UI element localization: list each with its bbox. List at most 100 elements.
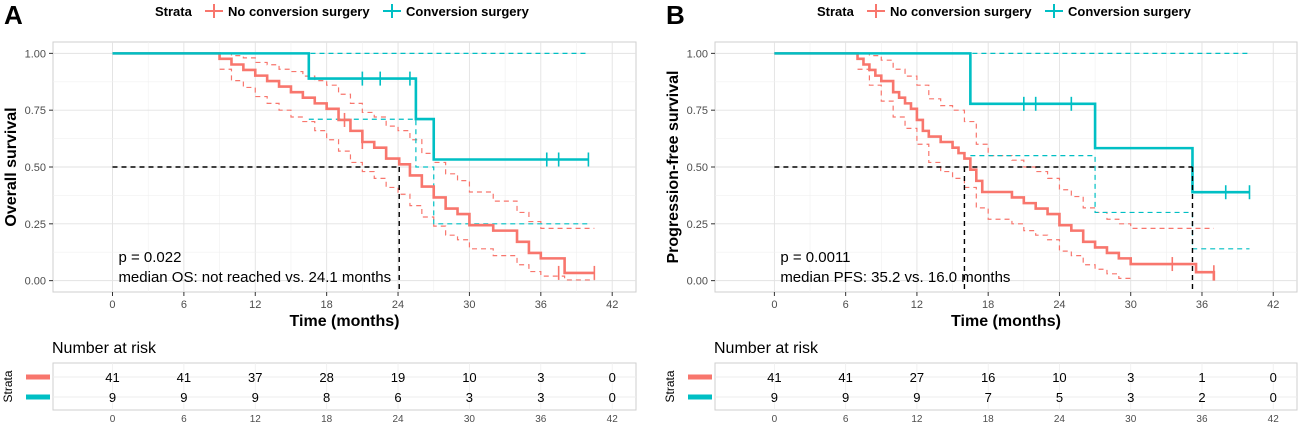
panel-b-y-tick-label: 0.75	[687, 105, 708, 117]
panel-a-risk-table-x-tick: 0	[110, 414, 116, 424]
panel-a-risk-table-count: 3	[537, 390, 544, 405]
panel-b-risk-table-count: 16	[981, 370, 995, 385]
panel-b-risk-table-count: 0	[1270, 390, 1277, 405]
panel-a-x-tick-label: 30	[463, 299, 475, 311]
panel-a-x-tick-label: 18	[321, 299, 333, 311]
panel-b-x-tick-label: 30	[1125, 299, 1137, 311]
panel-b-label: B	[666, 0, 685, 30]
panel-b-x-axis-title: Time (months)	[951, 313, 1061, 330]
panel-a-risk-table-x-tick: 30	[464, 414, 476, 424]
panel-a-risk-table-count: 41	[177, 370, 191, 385]
panel-a-risk-table-count: 9	[180, 390, 187, 405]
panel-b-risk-table-x-tick: 30	[1125, 414, 1137, 424]
panel-a-risk-table-x-tick: 6	[181, 414, 187, 424]
panel-a-x-tick-label: 42	[606, 299, 618, 311]
panel-b-risk-table-x-tick: 6	[843, 414, 849, 424]
panel-b-risk-table-count: 9	[771, 390, 778, 405]
panel-a-x-tick-label: 24	[392, 299, 404, 311]
panel-b-risk-table-count: 9	[913, 390, 920, 405]
panel-b-legend-entry: No conversion surgery	[890, 4, 1032, 19]
panel-a-risk-table-count: 6	[394, 390, 401, 405]
panel-a-risk-table-count: 8	[323, 390, 330, 405]
panel-a-risk-table-count: 41	[105, 370, 119, 385]
panel-b-y-tick-label: 0.00	[687, 276, 708, 288]
panel-b-risk-table-panel	[714, 362, 1298, 411]
panel-a-y-tick-label: 0.00	[25, 276, 46, 288]
panel-b-x-tick-label: 42	[1267, 299, 1279, 311]
panel-a-risk-table-count: 3	[466, 390, 473, 405]
panel-b-p-value: p = 0.0011	[780, 249, 850, 266]
panel-b-y-tick-label: 0.25	[687, 219, 708, 231]
panel-b-risk-table-count: 1	[1198, 370, 1205, 385]
panel-b-risk-table-count: 3	[1127, 390, 1134, 405]
panel-a-legend-entry: Conversion surgery	[406, 4, 530, 19]
panel-a-risk-table-count: 9	[252, 390, 259, 405]
panel-b-risk-table-count: 10	[1052, 370, 1066, 385]
panel-a-risk-table-x-tick: 18	[321, 414, 333, 424]
panel-b-risk-table-count: 3	[1127, 370, 1134, 385]
panel-b-risk-table-x-tick: 42	[1268, 414, 1280, 424]
panel-a-risk-table-count: 37	[248, 370, 262, 385]
panel-b-no-conversion-survival-curve	[774, 52, 1216, 281]
panel-b-x-tick-label: 6	[843, 299, 849, 311]
panel-a-label: A	[4, 0, 23, 30]
panel-a-no-conversion-ci-upper	[219, 52, 595, 229]
panel-b-y-axis-title: Progression-free survival	[665, 71, 682, 264]
panel-b-legend-entry: Conversion surgery	[1068, 4, 1192, 19]
panel-a-median-text: median OS: not reached vs. 24.1 months	[118, 269, 391, 286]
panel-a-x-tick-label: 12	[249, 299, 261, 311]
panel-a-no-conversion-survival-curve	[112, 52, 595, 275]
panel-b-risk-table-x-tick: 24	[1054, 414, 1066, 424]
panel-a-y-axis-title: Overall survival	[3, 107, 20, 226]
panel-b-no-conversion-ci-lower	[857, 68, 1132, 281]
panel-a-risk-table-title: Number at risk	[52, 340, 157, 357]
panel-a-risk-table-count: 9	[109, 390, 116, 405]
panel-a-x-tick-label: 36	[535, 299, 547, 311]
panel-b-risk-table-strata-label: Strata	[663, 370, 677, 402]
panel-a-risk-table-panel	[52, 362, 637, 411]
panel-b-risk-table-count: 7	[985, 390, 992, 405]
panel-b-x-tick-label: 0	[771, 299, 777, 311]
panel-a-y-tick-label: 0.25	[25, 219, 46, 231]
panel-b-risk-table-count: 41	[838, 370, 852, 385]
panel-a-p-value: p = 0.022	[118, 249, 181, 266]
panel-a-risk-table-count: 19	[391, 370, 405, 385]
panel-a-risk-table-count: 3	[537, 370, 544, 385]
panel-a-x-tick-label: 0	[109, 299, 115, 311]
panel-a-risk-table-x-tick: 12	[250, 414, 262, 424]
panel-a-risk-table-x-tick: 42	[607, 414, 619, 424]
panel-b-conversion-survival-curve	[774, 52, 1250, 194]
panel-b-risk-table-title: Number at risk	[714, 340, 819, 357]
panel-b-y-tick-label: 0.50	[687, 162, 708, 174]
panel-b-legend-title: Strata	[817, 4, 855, 19]
panel-b-risk-table-count: 9	[842, 390, 849, 405]
panel-b-x-tick-label: 24	[1053, 299, 1065, 311]
panel-a-x-tick-label: 6	[181, 299, 187, 311]
panel-b-x-tick-label: 18	[982, 299, 994, 311]
panel-a-risk-table-count: 28	[319, 370, 333, 385]
panel-b-risk-table-x-tick: 12	[911, 414, 923, 424]
panel-a-risk-table-count: 0	[609, 390, 616, 405]
panel-a-risk-table-x-tick: 24	[392, 414, 404, 424]
panel-a-risk-table-x-tick: 36	[535, 414, 547, 424]
panel-a-legend-entry: No conversion surgery	[228, 4, 370, 19]
panel-a-x-axis-title: Time (months)	[290, 313, 400, 330]
panel-a-y-tick-label: 0.50	[25, 162, 46, 174]
panel-b-risk-table-count: 27	[910, 370, 924, 385]
panel-a-y-tick-label: 1.00	[25, 48, 46, 60]
panel-a-risk-table-count: 10	[462, 370, 476, 385]
panel-b-risk-table-count: 5	[1056, 390, 1063, 405]
panel-b-y-tick-label: 1.00	[687, 48, 708, 60]
panel-b-risk-table-count: 2	[1198, 390, 1205, 405]
panel-b-risk-table-count: 41	[767, 370, 781, 385]
panel-b-x-tick-label: 12	[911, 299, 923, 311]
panel-b-risk-table-x-tick: 18	[983, 414, 995, 424]
panel-b-median-text: median PFS: 35.2 vs. 16.0 months	[780, 269, 1010, 286]
panel-b-risk-table-x-tick: 0	[772, 414, 778, 424]
panel-a-risk-table-count: 0	[609, 370, 616, 385]
panel-a-legend-title: Strata	[155, 4, 193, 19]
panel-a-conversion-ci-lower	[308, 118, 589, 225]
panel-a-y-tick-label: 0.75	[25, 105, 46, 117]
